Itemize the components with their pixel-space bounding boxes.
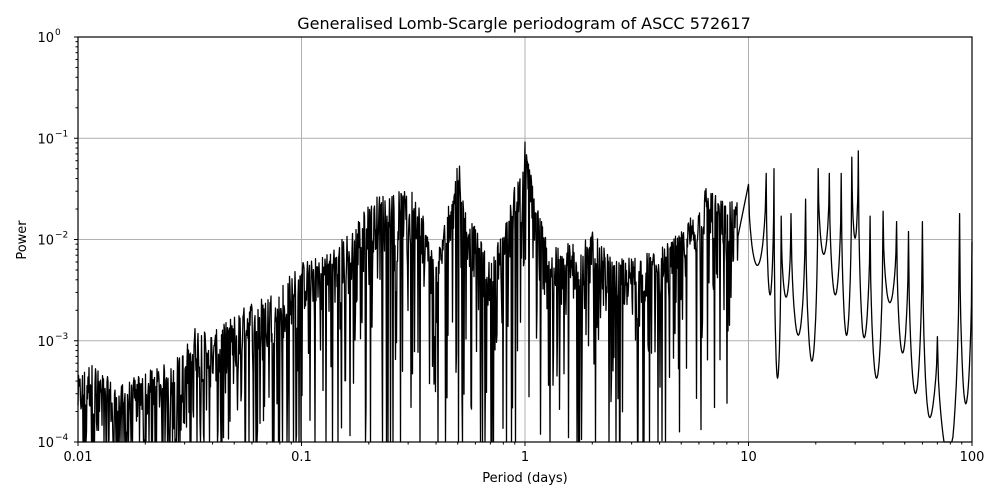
chart-title: Generalised Lomb-Scargle periodogram of … [297, 14, 751, 33]
svg-text:−4: −4 [55, 433, 69, 443]
y-tick-label: 10 [37, 132, 54, 147]
svg-text:−1: −1 [55, 129, 68, 139]
svg-text:−3: −3 [55, 332, 68, 342]
y-tick-label: 10 [37, 335, 54, 350]
x-tick-label: 1 [521, 450, 529, 465]
x-tick-label: 0.01 [64, 450, 93, 465]
x-tick-label: 0.1 [291, 450, 312, 465]
y-tick-label: 10 [37, 234, 54, 249]
x-tick-labels: 0.01 0.1 1 10 100 [64, 450, 985, 465]
svg-text:−2: −2 [55, 231, 68, 241]
y-axis-label: Power [15, 220, 30, 260]
periodogram-line [77, 141, 973, 443]
y-tick-label: 10 [37, 436, 54, 451]
x-tick-label: 100 [960, 450, 985, 465]
y-tick-label: 10 [37, 31, 54, 46]
svg-text:0: 0 [55, 28, 61, 38]
x-axis-label: Period (days) [482, 471, 568, 486]
axis-ticks [74, 36, 973, 446]
x-tick-label: 10 [740, 450, 757, 465]
data-series [77, 141, 973, 443]
